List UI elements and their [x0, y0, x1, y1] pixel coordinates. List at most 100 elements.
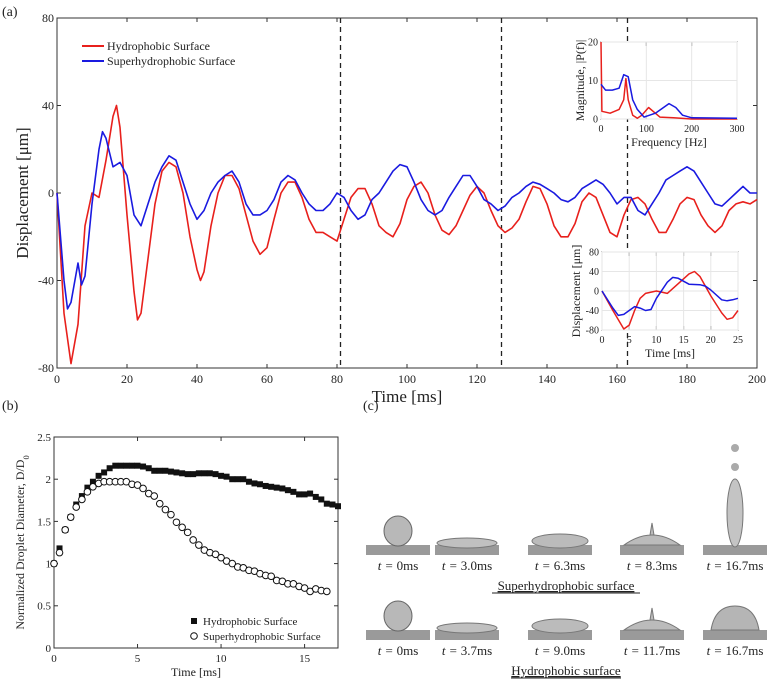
- x-tick-label: 15: [679, 335, 689, 346]
- data-point-hydrophobic: [223, 473, 230, 480]
- droplet-image: [731, 463, 739, 471]
- droplet-image: [726, 478, 744, 548]
- substrate-photo: [366, 545, 430, 555]
- frame-time-value: 6.3ms: [554, 558, 585, 573]
- frame-time-label: t = 3.0ms: [442, 558, 492, 573]
- data-point-hydrophobic: [284, 487, 291, 494]
- data-point-hydrophobic: [206, 470, 213, 477]
- data-point-hydrophobic: [251, 480, 258, 487]
- series-line-superhydrophobic: [600, 73, 738, 119]
- data-point-superhydrophobic: [66, 513, 75, 521]
- t-symbol: t =: [442, 643, 461, 658]
- data-point-hydrophobic: [95, 472, 102, 479]
- data-point-hydrophobic: [156, 467, 163, 474]
- data-point-hydrophobic: [234, 476, 241, 483]
- frame-time-label: t = 11.7ms: [624, 643, 680, 658]
- y-tick-label: 0: [46, 643, 52, 655]
- y-tick-label: -80: [586, 326, 599, 337]
- data-point-superhydrophobic: [189, 536, 197, 544]
- data-point-hydrophobic: [123, 462, 130, 469]
- data-point-hydrophobic: [318, 496, 325, 503]
- panel-label-c: (c): [363, 399, 379, 414]
- x-tick-label: 200: [684, 124, 699, 135]
- data-point-hydrophobic: [268, 483, 275, 490]
- substrate-photo: [703, 545, 767, 555]
- y-tick-label: 80: [42, 11, 54, 25]
- droplet-image: [622, 607, 682, 631]
- frame-time-value: 3.7ms: [461, 643, 492, 658]
- droplet-image: [622, 522, 682, 546]
- x-tick-label: 0: [51, 653, 57, 665]
- x-axis-label: Time [ms]: [372, 387, 443, 406]
- fft-inset-chart: 0 100 200 300 0 10 20 Frequency [Hz] Magnitude, …: [573, 38, 745, 150]
- x-tick-label: 100: [398, 372, 416, 386]
- data-point-superhydrophobic: [78, 495, 86, 504]
- data-point-hydrophobic: [134, 462, 141, 469]
- data-point-hydrophobic: [179, 470, 186, 477]
- x-tick-label: 5: [627, 335, 632, 346]
- x-tick-label: 300: [730, 124, 745, 135]
- data-point-hydrophobic: [256, 481, 263, 488]
- data-point-hydrophobic: [190, 471, 197, 478]
- data-point-hydrophobic: [279, 485, 286, 492]
- x-axis-label: Time [ms]: [645, 346, 695, 360]
- x-tick-label: 5: [135, 653, 141, 665]
- frame-time-label: t = 8.3ms: [627, 558, 677, 573]
- t-symbol: t =: [378, 643, 397, 658]
- legend-label: Hydrophobic Surface: [203, 616, 298, 628]
- frame-time-value: 11.7ms: [643, 643, 680, 658]
- y-tick-label: 0.5: [37, 601, 51, 613]
- t-symbol: t =: [535, 558, 554, 573]
- x-tick-label: 40: [191, 372, 203, 386]
- t-symbol: t =: [707, 643, 726, 658]
- x-tick-label: 160: [608, 372, 626, 386]
- frame-time-label: t = 6.3ms: [535, 558, 585, 573]
- data-point-hydrophobic: [335, 503, 341, 510]
- x-tick-label: 20: [706, 335, 716, 346]
- y-tick-label: 1: [46, 558, 52, 570]
- data-point-superhydrophobic: [267, 572, 275, 581]
- frame-time-label: t = 9.0ms: [535, 643, 585, 658]
- data-point-hydrophobic: [290, 488, 297, 495]
- x-tick-label: 20: [121, 372, 133, 386]
- x-tick-label: 80: [331, 372, 343, 386]
- y-tick-label: -40: [38, 274, 54, 288]
- data-point-hydrophobic: [167, 468, 174, 475]
- series-line-hydrophobic: [601, 270, 739, 330]
- y-tick-label: 20: [588, 38, 598, 49]
- substrate-photo: [366, 630, 430, 640]
- data-point-superhydrophobic: [161, 505, 170, 514]
- data-point-hydrophobic: [151, 467, 158, 474]
- x-axis-label: Frequency [Hz]: [631, 135, 707, 149]
- data-point-superhydrophobic: [228, 559, 237, 568]
- data-point-superhydrophobic: [89, 482, 97, 491]
- legend-marker-square: [191, 618, 197, 624]
- data-point-hydrophobic: [329, 501, 336, 508]
- y-axis-label: Magnitude, |P(f)|: [573, 40, 587, 121]
- panel-label-b: (b): [2, 399, 19, 414]
- data-point-hydrophobic: [229, 476, 236, 483]
- data-point-hydrophobic: [145, 465, 152, 472]
- data-point-superhydrophobic: [133, 481, 142, 489]
- substrate-photo: [435, 630, 499, 640]
- data-point-superhydrophobic: [195, 541, 203, 549]
- t-symbol: t =: [707, 558, 726, 573]
- substrate-photo: [703, 630, 767, 640]
- y-tick-label: 10: [588, 76, 598, 87]
- data-point-hydrophobic: [184, 471, 191, 478]
- series-line-hydrophobic: [56, 104, 758, 365]
- x-tick-label: 10: [216, 653, 228, 665]
- y-tick-label: 1.5: [37, 516, 51, 528]
- data-point-superhydrophobic: [150, 492, 159, 500]
- y-tick-label: 2: [46, 474, 52, 486]
- x-tick-label: 10: [651, 335, 661, 346]
- data-point-superhydrophobic: [83, 488, 92, 496]
- substrate-photo: [620, 630, 684, 640]
- droplet-image: [436, 537, 498, 549]
- y-tick-label: -80: [38, 361, 54, 375]
- y-tick-label: 40: [589, 267, 599, 278]
- frame-time-label: t = 16.7ms: [707, 643, 764, 658]
- t-symbol: t =: [627, 558, 646, 573]
- series-line-superhydrophobic: [56, 130, 757, 310]
- data-point-hydrophobic: [129, 462, 136, 469]
